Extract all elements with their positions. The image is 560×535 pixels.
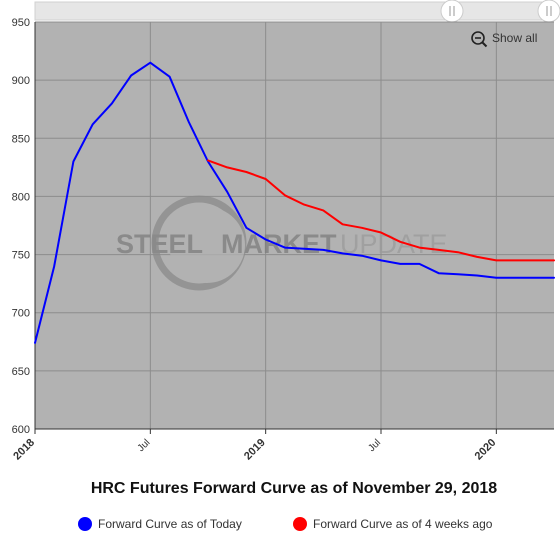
legend-label-4-weeks-ago: Forward Curve as of 4 weeks ago xyxy=(313,517,493,531)
watermark-text-update: UPDATE xyxy=(340,229,448,259)
series-lines xyxy=(34,61,555,344)
y-tick-label: 900 xyxy=(12,75,30,87)
x-tick-label: 2018 xyxy=(11,437,37,463)
legend-marker-today xyxy=(78,517,92,531)
y-tick-label: 600 xyxy=(12,424,30,436)
y-tick-label: 750 xyxy=(12,250,30,262)
x-axis-ticks: 2018 Jul 2019 Jul 2020 xyxy=(11,429,498,462)
x-tick-label: 2019 xyxy=(242,437,268,463)
series-line-1 xyxy=(207,159,555,262)
x-tick-label: Jul xyxy=(136,437,153,454)
series-line-0 xyxy=(34,61,555,344)
navigator-right-handle[interactable] xyxy=(537,0,560,23)
x-tick-label: 2020 xyxy=(473,437,499,463)
axes xyxy=(34,22,554,430)
watermark-text-steel: STEEL xyxy=(116,229,203,259)
plot-area xyxy=(35,22,554,429)
show-all-button[interactable]: Show all xyxy=(471,31,537,48)
watermark-logo: STEEL MARKET UPDATE xyxy=(116,195,448,291)
y-tick-label: 650 xyxy=(12,366,30,378)
legend-item-today[interactable]: Forward Curve as of Today xyxy=(78,517,242,531)
y-axis-ticks: 600 650 700 750 800 850 900 950 xyxy=(12,17,30,436)
watermark-swoosh-inner-icon xyxy=(169,207,245,283)
navigator-left-handle[interactable] xyxy=(440,0,464,23)
legend: Forward Curve as of Today Forward Curve … xyxy=(78,517,493,531)
y-tick-label: 950 xyxy=(12,17,30,29)
legend-item-4-weeks-ago[interactable]: Forward Curve as of 4 weeks ago xyxy=(293,517,493,531)
y-tick-label: 850 xyxy=(12,133,30,145)
y-tick-label: 800 xyxy=(12,191,30,203)
zoom-out-icon xyxy=(471,31,488,48)
navigator-track[interactable] xyxy=(34,1,555,21)
y-tick-label: 700 xyxy=(12,308,30,320)
chart-title: HRC Futures Forward Curve as of November… xyxy=(91,480,497,497)
x-tick-label: Jul xyxy=(366,437,383,454)
legend-marker-4-weeks-ago xyxy=(293,517,307,531)
watermark-text-market: MARKET xyxy=(221,229,337,259)
show-all-label: Show all xyxy=(492,31,537,45)
legend-label-today: Forward Curve as of Today xyxy=(98,517,242,531)
